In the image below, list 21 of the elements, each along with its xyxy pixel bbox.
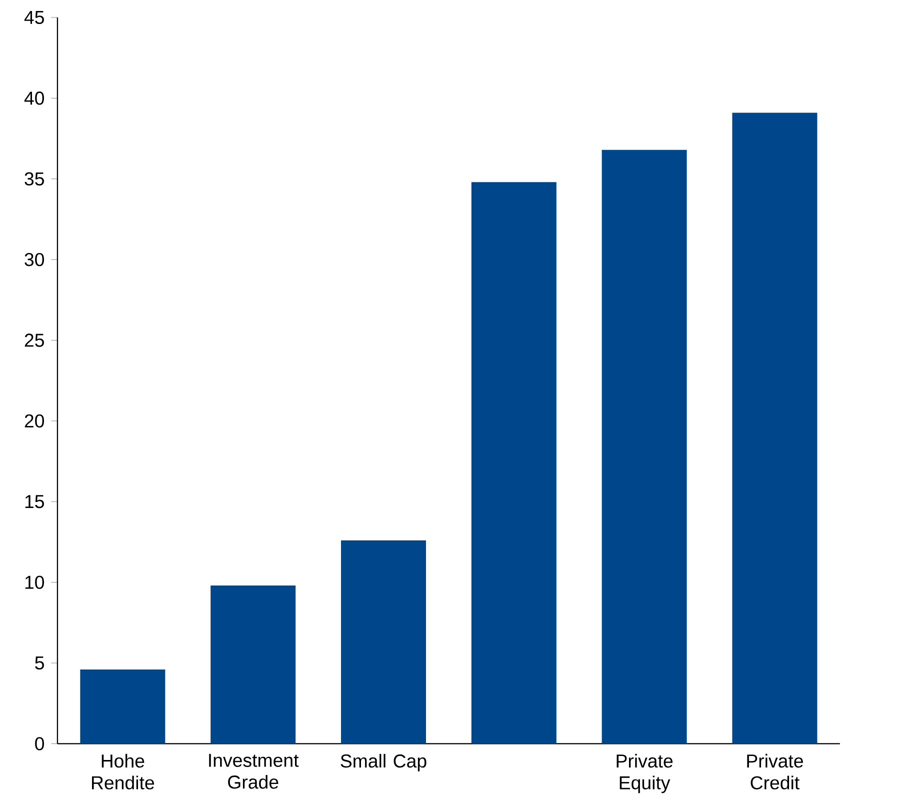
y-tick-label: 35 — [24, 172, 44, 186]
x-tick-label: Private Credit — [747, 754, 803, 790]
y-tick-label: 10 — [25, 576, 44, 589]
bar — [471, 182, 556, 744]
y-tick-label: 45 — [24, 10, 44, 24]
y-tick-label: 15 — [25, 495, 44, 508]
y-tick-label: 40 — [24, 91, 44, 105]
bar — [602, 150, 687, 744]
y-tick-label: 30 — [24, 252, 44, 266]
y-tick-label: 25 — [24, 334, 44, 347]
y-tick-label: 20 — [24, 414, 44, 428]
x-tick-label: Hohe Rendite — [92, 754, 154, 790]
x-tick-label: Investment Grade — [209, 754, 299, 789]
bar — [210, 585, 296, 744]
x-tick-label: Small Cap — [340, 754, 426, 772]
y-tick-label: 0 — [35, 736, 44, 750]
y-tick-label: 5 — [35, 656, 44, 670]
x-tick-label: Private Equity — [616, 754, 673, 794]
bar — [80, 669, 166, 744]
bar — [732, 112, 818, 744]
bar — [341, 540, 426, 744]
